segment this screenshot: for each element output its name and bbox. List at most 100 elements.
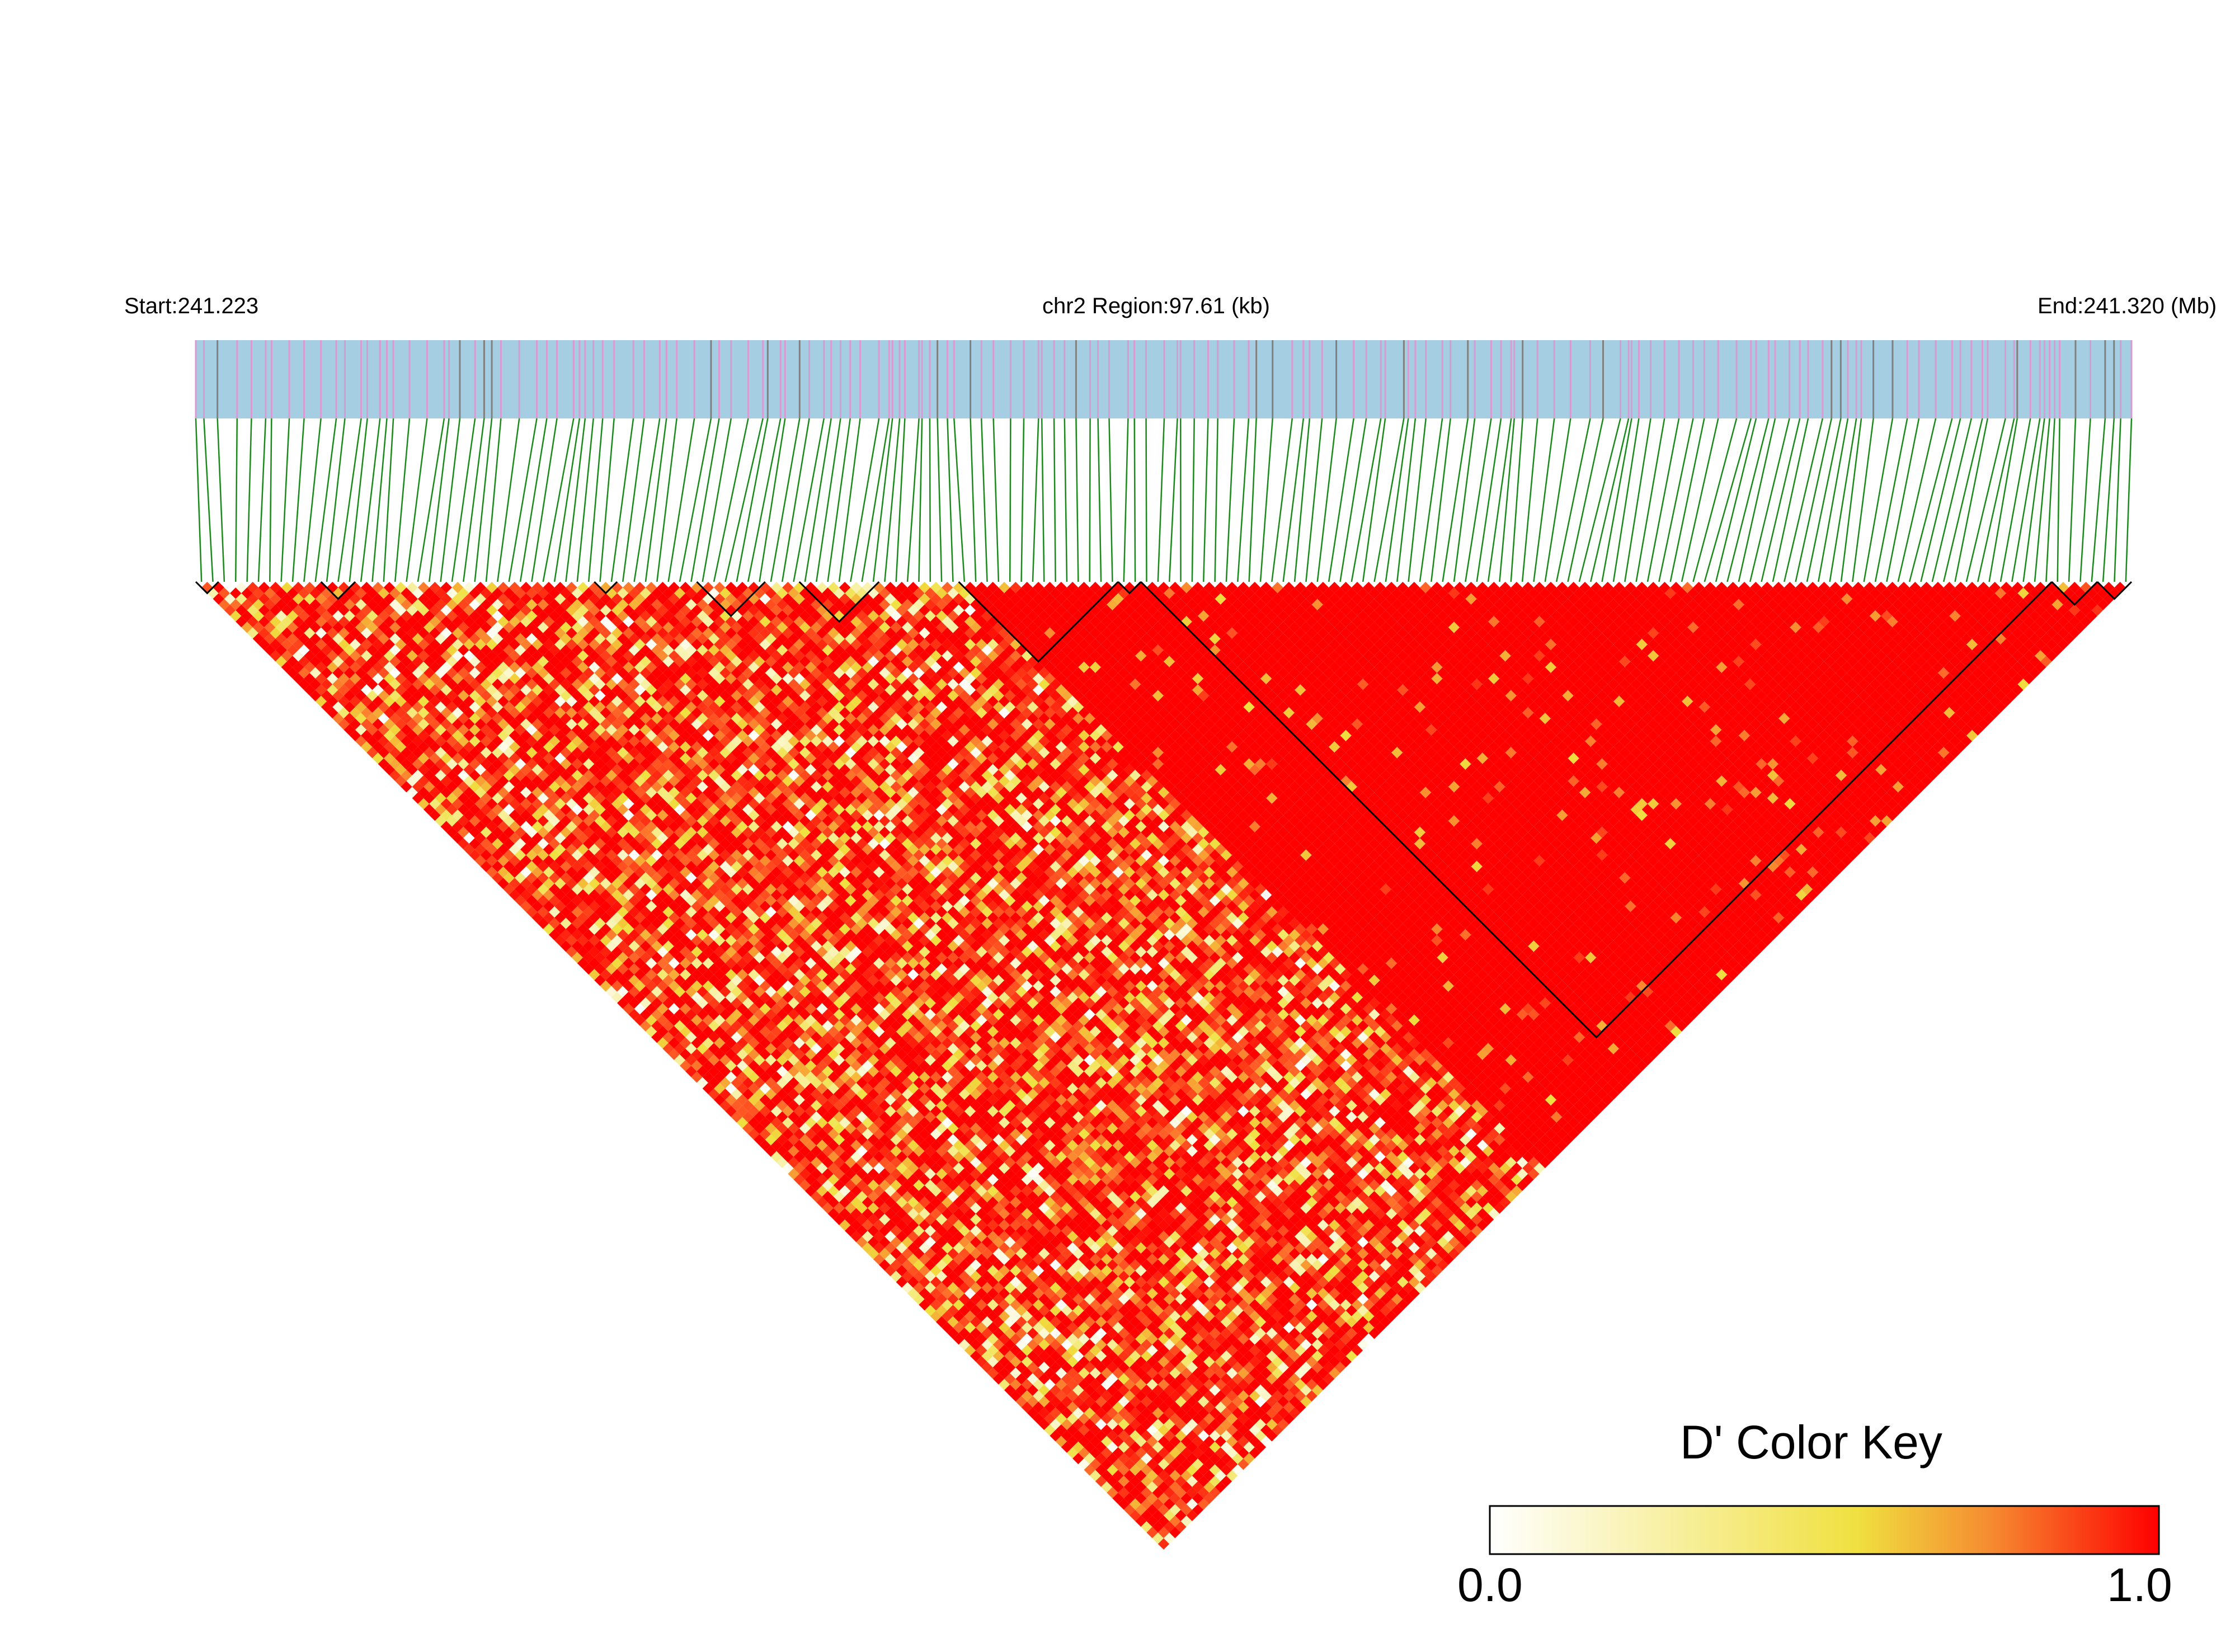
ld-cell xyxy=(344,690,355,702)
ld-cell xyxy=(901,1259,914,1271)
ld-cell xyxy=(417,775,430,787)
ld-cell xyxy=(361,741,373,753)
ld-cell xyxy=(286,633,299,644)
ld-cell xyxy=(440,798,452,810)
snp-connector xyxy=(1738,418,1776,582)
snp-connector xyxy=(269,418,272,582)
snp-connector xyxy=(360,418,381,582)
ld-cell xyxy=(401,758,412,770)
snp-connector xyxy=(519,418,548,582)
ld-cell xyxy=(1135,1504,1147,1515)
ld-cell xyxy=(361,707,373,719)
ld-cell xyxy=(583,963,595,975)
ld-cell xyxy=(924,1282,936,1294)
ld-cell xyxy=(856,1213,868,1225)
snp-connector xyxy=(679,418,712,582)
ld-cell xyxy=(1032,1390,1044,1402)
ld-cell xyxy=(662,1020,674,1032)
snp-connector xyxy=(1692,418,1738,582)
ld-cell xyxy=(252,633,265,644)
snp-connector xyxy=(622,418,645,582)
ld-cell xyxy=(1055,1424,1067,1436)
ld-cell xyxy=(218,587,230,599)
ld-cell xyxy=(1101,1470,1113,1481)
ld-cell xyxy=(970,1339,982,1350)
ld-cell xyxy=(298,679,310,690)
snp-connector xyxy=(1362,418,1386,582)
ld-cell xyxy=(1015,1396,1027,1408)
snp-connector xyxy=(1601,418,1632,582)
snp-connector xyxy=(1897,418,1937,582)
ld-cell xyxy=(424,792,435,804)
ld-cell xyxy=(497,866,509,878)
ld-cell xyxy=(1101,1481,1113,1493)
ld-cell xyxy=(770,1151,783,1162)
ld-cell xyxy=(1004,1362,1016,1373)
ld-cell xyxy=(258,638,270,651)
snp-connector xyxy=(1954,418,1988,582)
snp-connector xyxy=(1123,418,1129,582)
ld-cell xyxy=(401,769,412,782)
snp-connector xyxy=(1351,418,1382,582)
ld-cell xyxy=(935,1293,948,1305)
ld-cell xyxy=(383,729,396,741)
ld-cell xyxy=(850,1219,862,1231)
ld-cell xyxy=(1061,1418,1073,1430)
ld-cell xyxy=(1067,1447,1079,1459)
snp-connector xyxy=(497,418,520,582)
snp-connector xyxy=(702,418,732,582)
snp-connector xyxy=(371,418,388,582)
ld-cell xyxy=(777,1134,788,1146)
snp-connector xyxy=(1761,418,1801,582)
ld-cell xyxy=(1021,1390,1033,1402)
snp-connector xyxy=(1772,418,1809,582)
ld-cell xyxy=(281,638,293,651)
ld-cell xyxy=(782,1162,794,1174)
snp-connector xyxy=(1681,418,1719,582)
ld-cell xyxy=(645,1014,657,1026)
ld-cell xyxy=(1112,1470,1124,1481)
snp-connector xyxy=(1328,418,1354,582)
ld-cell xyxy=(304,650,316,662)
snp-connector xyxy=(1829,418,1857,582)
ld-cell xyxy=(617,975,629,986)
ld-cell xyxy=(924,1293,936,1305)
snp-connector xyxy=(690,418,720,582)
snp-connector xyxy=(1942,418,1983,582)
ld-cell xyxy=(1135,1515,1147,1527)
snp-connector xyxy=(724,418,764,582)
snp-connector xyxy=(1931,418,1972,582)
ld-cell xyxy=(725,1105,737,1117)
ld-cell xyxy=(1050,1430,1061,1442)
ld-cell xyxy=(275,656,287,667)
ld-cell xyxy=(1084,1453,1095,1465)
ld-cell xyxy=(617,986,629,997)
ld-cell xyxy=(1021,1378,1033,1391)
ld-cell xyxy=(321,701,333,713)
ld-cell xyxy=(1027,1407,1039,1419)
ld-cell xyxy=(474,832,486,844)
ld-cell xyxy=(816,1197,828,1208)
ld-cell xyxy=(344,713,355,724)
ld-cell xyxy=(1072,1453,1084,1465)
snp-connector xyxy=(1271,418,1293,582)
snp-connector xyxy=(1419,418,1443,582)
snp-connector xyxy=(2045,418,2055,582)
ld-cell xyxy=(492,860,504,872)
ld-cell xyxy=(867,1248,879,1259)
ld-cell xyxy=(942,1321,953,1334)
ld-cell xyxy=(1129,1509,1141,1522)
ld-cell xyxy=(424,781,435,793)
snp-connector xyxy=(1590,418,1630,582)
ld-cell xyxy=(1084,1441,1095,1453)
ld-cell xyxy=(799,1179,811,1191)
snp-connector xyxy=(1191,418,1195,582)
ld-cell xyxy=(583,952,595,963)
ld-cell xyxy=(327,707,338,719)
ld-cell xyxy=(725,1082,737,1094)
snp-connector xyxy=(1305,418,1323,582)
snp-connector xyxy=(2034,418,2050,582)
ld-cell xyxy=(662,1031,674,1043)
ld-cell xyxy=(777,1156,788,1169)
snp-connector xyxy=(2091,418,2106,582)
